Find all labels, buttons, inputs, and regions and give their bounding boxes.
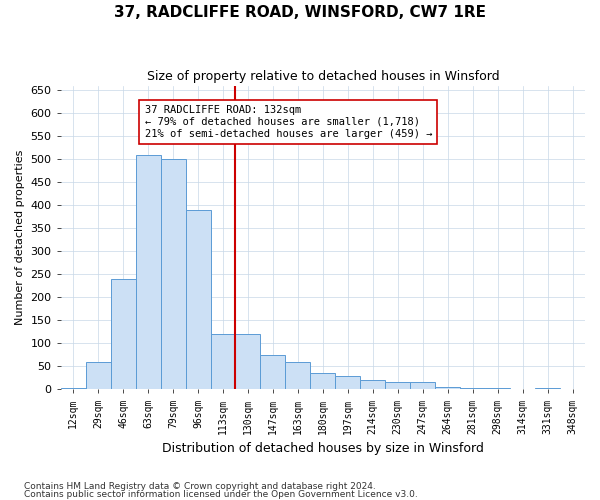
X-axis label: Distribution of detached houses by size in Winsford: Distribution of detached houses by size … [162,442,484,455]
Bar [385,382,410,390]
Bar [185,210,211,390]
Bar [86,362,110,390]
Title: Size of property relative to detached houses in Winsford: Size of property relative to detached ho… [146,70,499,83]
Bar [286,362,310,390]
Bar [110,279,136,390]
Text: Contains HM Land Registry data © Crown copyright and database right 2024.: Contains HM Land Registry data © Crown c… [24,482,376,491]
Bar [410,382,435,390]
Bar [361,380,385,390]
Bar [435,387,460,390]
Text: 37 RADCLIFFE ROAD: 132sqm
← 79% of detached houses are smaller (1,718)
21% of se: 37 RADCLIFFE ROAD: 132sqm ← 79% of detac… [145,106,432,138]
Bar [235,334,260,390]
Bar [310,374,335,390]
Bar [460,388,485,390]
Bar [335,376,361,390]
Bar [535,388,560,390]
Bar [260,355,286,390]
Bar [61,388,86,390]
Bar [485,388,510,390]
Text: 37, RADCLIFFE ROAD, WINSFORD, CW7 1RE: 37, RADCLIFFE ROAD, WINSFORD, CW7 1RE [114,5,486,20]
Bar [161,159,185,390]
Bar [136,154,161,390]
Text: Contains public sector information licensed under the Open Government Licence v3: Contains public sector information licen… [24,490,418,499]
Y-axis label: Number of detached properties: Number of detached properties [15,150,25,325]
Bar [211,334,235,390]
